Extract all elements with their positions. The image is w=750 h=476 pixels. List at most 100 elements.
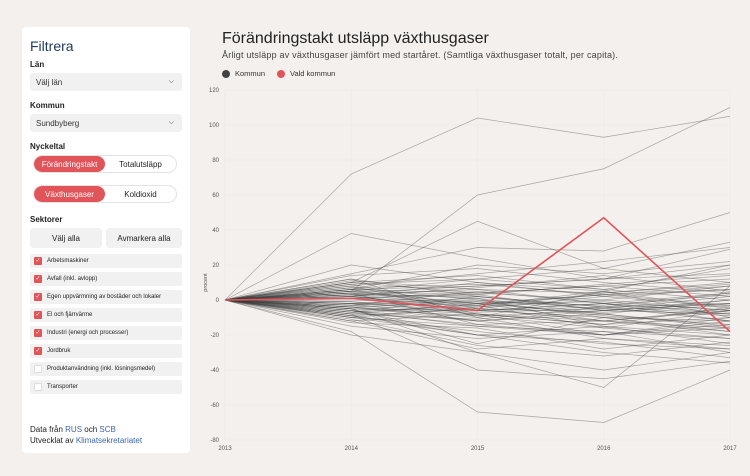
footer-data-prefix: Data från [30, 425, 63, 434]
series-line-kommun [224, 299, 731, 346]
series-line-kommun [224, 299, 731, 322]
series-line-kommun [224, 268, 731, 301]
rus-link[interactable]: RUS [65, 425, 83, 434]
sector-item[interactable]: ✓ Arbetsmaskiner [30, 254, 182, 268]
y-tick-label: -80 [210, 438, 219, 444]
series-line-kommun [224, 275, 731, 301]
series-line-kommun [224, 299, 731, 336]
lan-select[interactable]: Välj län ⌵ [30, 73, 182, 91]
sector-item[interactable]: ✓ Egen uppvärmning av bostäder och lokale… [30, 290, 182, 304]
series-line-kommun [224, 299, 731, 353]
series-line-kommun [224, 299, 731, 357]
footer-developed-prefix: Utvecklat av [30, 436, 74, 445]
series-line-kommun [224, 278, 731, 301]
sector-label: Jordbruk [47, 348, 71, 354]
sector-label: Industri (energi och processer) [47, 330, 129, 336]
series-line-kommun [224, 268, 731, 301]
legend-dot-vald-kommun [277, 69, 286, 78]
series-line-kommun [224, 278, 731, 301]
sector-label: El och fjärrvärme [47, 312, 93, 318]
series-line-kommun [224, 299, 731, 325]
series-line-kommun [224, 299, 731, 317]
x-tick-label: 2013 [218, 446, 232, 452]
series-line-kommun [224, 294, 731, 317]
sector-item[interactable]: ✓ Jordbruk [30, 344, 182, 358]
series-line-kommun [224, 299, 731, 336]
y-axis-label: procent [203, 273, 209, 292]
sector-checkbox[interactable]: ✓ [34, 257, 42, 265]
series-line-kommun [224, 299, 731, 345]
toggle-forandringstakt[interactable]: Förändringstakt [34, 156, 105, 172]
x-tick-label: 2015 [471, 446, 485, 452]
deselect-all-button[interactable]: Avmarkera alla [106, 228, 182, 248]
legend-item-kommun[interactable]: Kommun [222, 69, 265, 78]
y-tick-label: -60 [210, 403, 219, 409]
toggle-koldioxid[interactable]: Koldioxid [124, 189, 157, 199]
y-tick-label: 100 [209, 123, 220, 129]
series-line-kommun [224, 285, 731, 388]
sector-label: Produktanvändning (inkl. lösningsmedel) [47, 366, 156, 372]
toggle-totalutslapp[interactable]: Totalutsläpp [119, 159, 162, 169]
kommun-select-value: Sundbyberg [36, 118, 80, 128]
legend-label-kommun: Kommun [235, 69, 266, 78]
series-line-kommun [224, 212, 731, 301]
series-line-kommun [224, 278, 731, 318]
y-tick-label: 20 [212, 263, 219, 269]
sector-list: ✓ Arbetsmaskiner ✓ Avfall (inkl. avlopp) ✓ Eg… [30, 254, 182, 394]
series-line-kommun [224, 290, 731, 322]
filter-panel: Filtrera Län Välj län ⌵ Kommun Sundbyber… [22, 27, 190, 453]
series-line-kommun [224, 299, 731, 380]
sector-checkbox[interactable]: ✓ [34, 293, 42, 301]
y-tick-label: -40 [210, 368, 219, 374]
sector-item[interactable]: ✓ Avfall (inkl. avlopp) [30, 272, 182, 286]
sector-checkbox[interactable] [34, 365, 42, 373]
series-line-kommun [224, 299, 731, 329]
legend-label-vald-kommun: Vald kommun [290, 69, 336, 78]
klimatsekretariatet-link[interactable]: Klimatsekretariatet [75, 436, 143, 445]
sector-checkbox[interactable] [34, 383, 42, 391]
series-line-kommun [224, 285, 731, 301]
series-line-kommun [224, 299, 731, 322]
series-line-kommun [224, 297, 731, 336]
sector-checkbox[interactable]: ✓ [34, 275, 42, 283]
toggle-vaxthusgaser[interactable]: Växthusgaser [34, 186, 105, 202]
sector-item[interactable]: Transporter [30, 380, 182, 394]
chevron-down-icon: ⌵ [168, 78, 174, 85]
series-line-kommun [224, 268, 731, 301]
footer-and: och [84, 425, 98, 434]
filter-title: Filtrera [30, 38, 74, 54]
series-line-kommun [224, 299, 731, 364]
series-line-kommun [224, 299, 731, 350]
sector-item[interactable]: Produktanvändning (inkl. lösningsmedel) [30, 362, 182, 376]
chart-legend: Kommun Vald kommun [222, 69, 347, 78]
series-line-kommun [224, 107, 731, 301]
x-tick-label: 2017 [723, 446, 737, 452]
sektorer-label: Sektorer [30, 215, 63, 224]
kommun-select[interactable]: Sundbyberg ⌵ [30, 114, 182, 132]
y-tick-label: -20 [210, 333, 219, 339]
sector-item[interactable]: ✓ Industri (energi och processer) [30, 326, 182, 340]
series-line-kommun [225, 299, 731, 311]
sector-checkbox[interactable]: ✓ [34, 311, 42, 319]
series-line-kommun [224, 299, 731, 320]
series-line-kommun [224, 289, 731, 306]
y-tick-label: 60 [212, 193, 219, 199]
series-line-kommun [224, 299, 731, 329]
legend-dot-kommun [222, 69, 230, 78]
sector-checkbox[interactable]: ✓ [34, 329, 42, 337]
sector-item[interactable]: ✓ El och fjärrvärme [30, 308, 182, 322]
series-line-kommun [224, 283, 731, 301]
series-line-kommun [224, 261, 731, 301]
line-chart: 120 100 80 60 40 20 0 -20 -40 -60 -80 2013 2014 2015 2… [203, 88, 737, 452]
sector-label: Egen uppvärmning av bostäder och lokaler [47, 294, 162, 300]
series-line-kommun [224, 299, 731, 359]
series-line-kommun [224, 299, 731, 339]
scb-link[interactable]: SCB [99, 425, 116, 434]
select-all-button[interactable]: Välj alla [30, 228, 102, 248]
series-line-kommun [224, 299, 731, 339]
sector-checkbox[interactable]: ✓ [34, 347, 42, 355]
series-line-vald-kommun [224, 216, 731, 333]
series-line-kommun [224, 299, 731, 423]
series-line-kommun [224, 299, 731, 371]
legend-item-vald-kommun[interactable]: Vald kommun [277, 69, 335, 78]
